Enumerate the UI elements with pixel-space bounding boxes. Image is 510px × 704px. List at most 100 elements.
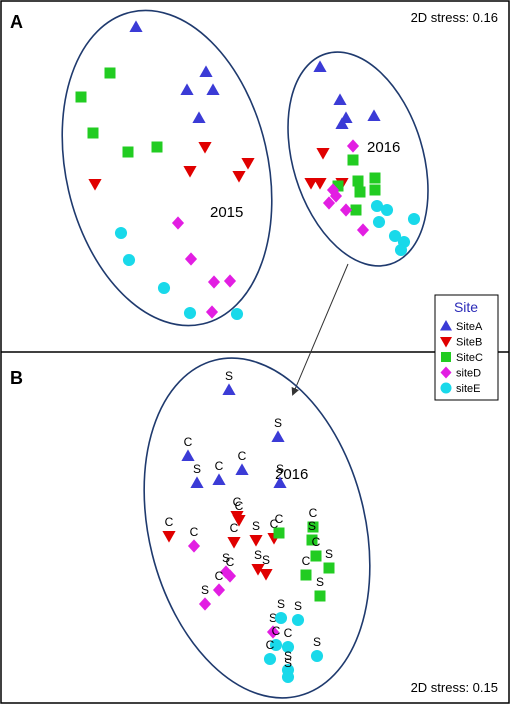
point-sited <box>356 223 370 237</box>
point-siteb <box>313 178 327 190</box>
point-label: S <box>262 553 270 567</box>
point-sitec <box>300 569 312 581</box>
point-sited <box>198 597 212 611</box>
point-sitea <box>129 20 143 32</box>
point-sitec <box>75 91 87 103</box>
point-siteb <box>249 535 263 547</box>
point-sitee <box>114 226 128 240</box>
point-sited <box>346 139 360 153</box>
point-siteb <box>227 537 241 549</box>
point-sitea <box>181 449 195 461</box>
point-sitea <box>212 473 226 485</box>
point-sitea <box>313 60 327 72</box>
point-label: C <box>233 495 242 509</box>
point-sited <box>339 203 353 217</box>
point-sited <box>329 189 343 203</box>
group-label-2016-a: 2016 <box>367 139 400 156</box>
point-label: C <box>230 521 239 535</box>
point-sitea <box>222 383 236 395</box>
point-label: C <box>312 535 321 549</box>
legend-box <box>434 294 499 401</box>
legend-marker-sitea <box>440 320 452 331</box>
point-sitec <box>306 534 318 546</box>
point-sitea <box>192 111 206 123</box>
legend-label-siteb: SiteB <box>456 337 482 349</box>
point-sited <box>266 625 280 639</box>
point-sitec <box>104 67 116 79</box>
point-sitea <box>273 476 287 488</box>
point-siteb <box>232 171 246 183</box>
point-sitec <box>307 521 319 533</box>
point-sitee <box>394 243 408 257</box>
point-label: S <box>308 519 316 533</box>
point-label: C <box>238 449 247 463</box>
point-sitea <box>190 476 204 488</box>
point-label: S <box>201 583 209 597</box>
point-sitea <box>271 430 285 442</box>
point-label: C <box>302 554 311 568</box>
point-label: S <box>274 416 282 430</box>
point-label: C <box>215 459 224 473</box>
point-label: C <box>266 638 275 652</box>
point-sitec <box>323 562 335 574</box>
point-sitee <box>274 611 288 625</box>
point-sitee <box>230 307 244 321</box>
point-label: C <box>190 525 199 539</box>
point-sitee <box>269 638 283 652</box>
point-sitea <box>333 93 347 105</box>
point-sitee <box>157 281 171 295</box>
point-sitec <box>369 184 381 196</box>
point-label: S <box>325 547 333 561</box>
legend: Site SiteA SiteB SiteC siteD siteE <box>434 294 499 401</box>
point-label: S <box>316 575 324 589</box>
point-label: S <box>294 599 302 613</box>
point-label: S <box>225 369 233 383</box>
point-sitee <box>291 613 305 627</box>
legend-marker-sitee <box>440 382 452 394</box>
point-sitee <box>388 229 402 243</box>
point-label: C <box>309 506 318 520</box>
point-sitee <box>183 306 197 320</box>
point-sited <box>187 539 201 553</box>
group-ellipse-2016-a <box>287 51 429 267</box>
point-label: S <box>269 611 277 625</box>
point-sited <box>205 305 219 319</box>
point-label: S <box>284 656 292 670</box>
point-sitec <box>332 180 344 192</box>
legend-label-sitec: SiteC <box>456 352 483 364</box>
point-label: S <box>313 635 321 649</box>
legend-title: Site <box>454 299 478 315</box>
point-sited <box>212 583 226 597</box>
point-siteb <box>304 178 318 190</box>
group-label-2016-b: 2016 <box>275 466 308 483</box>
group-ellipse-2015 <box>61 9 273 327</box>
legend-marker-siteb <box>440 337 452 348</box>
point-sitec <box>151 141 163 153</box>
point-sitee <box>372 215 386 229</box>
point-sitee <box>281 640 295 654</box>
point-sitec <box>87 127 99 139</box>
point-sitea <box>206 83 220 95</box>
point-sited <box>207 275 221 289</box>
panel-a-label: A <box>10 12 23 32</box>
point-sitec <box>314 590 326 602</box>
point-label: C <box>184 435 193 449</box>
point-label: C <box>275 512 284 526</box>
point-label: C <box>272 624 281 638</box>
point-sited <box>322 196 336 210</box>
point-siteb <box>259 569 273 581</box>
point-label: C <box>165 515 174 529</box>
point-sited <box>223 569 237 583</box>
point-sitee <box>370 199 384 213</box>
point-label: S <box>254 548 262 562</box>
point-label: C <box>226 555 235 569</box>
legend-marker-sited <box>440 366 452 379</box>
point-label: S <box>252 519 260 533</box>
point-label: S <box>276 462 284 476</box>
point-label: S <box>193 462 201 476</box>
point-sitea <box>180 83 194 95</box>
point-label: S <box>284 649 292 663</box>
